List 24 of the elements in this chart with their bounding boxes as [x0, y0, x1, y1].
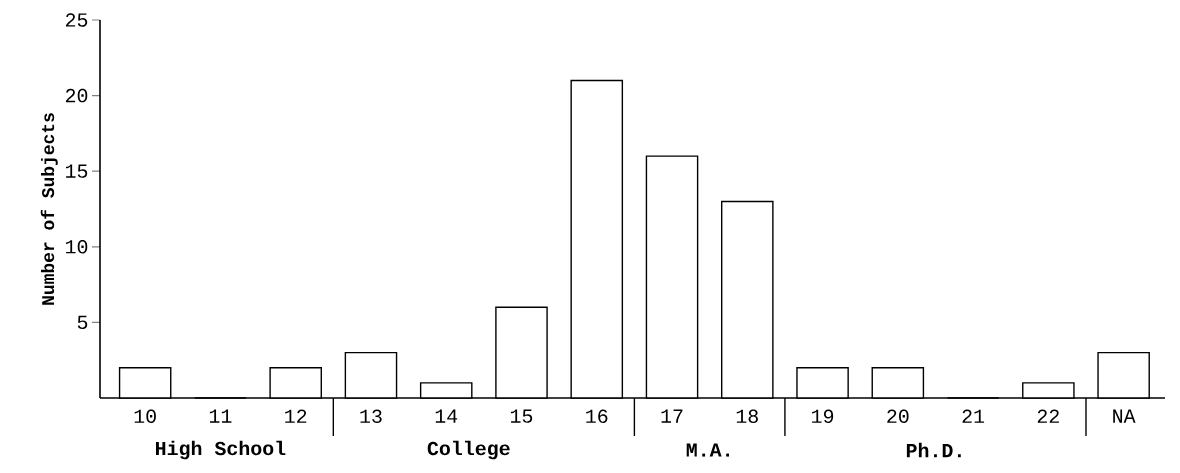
x-tick-label: 20	[887, 409, 909, 424]
text: Ph.D.	[906, 442, 961, 458]
text: M.A.	[686, 443, 729, 457]
y-tick-label: 20	[65, 88, 88, 103]
x-tick-label: 15	[510, 409, 533, 423]
x-tick-label: 11	[209, 409, 232, 423]
x-tick-label: 21	[962, 409, 985, 423]
y-axis-title: Number of Subjects	[40, 113, 58, 305]
x-tick-label: 22	[1037, 409, 1059, 423]
x-tick-label: 17	[661, 409, 683, 423]
x-tick-label: 12	[285, 409, 307, 423]
x-tick-label: 13	[360, 409, 382, 424]
x-tick-label: 19	[812, 409, 834, 424]
y-tick-label: 10	[66, 240, 88, 254]
x-tick-label: 18	[736, 409, 758, 424]
x-tick-label: 16	[586, 409, 608, 424]
y-tick-label: 15	[66, 164, 88, 178]
x-tick-label: NA	[1113, 409, 1136, 423]
text: College	[427, 440, 510, 460]
text: High School	[156, 440, 286, 460]
x-tick-label: 10	[134, 409, 156, 424]
y-tick-label: 5	[77, 315, 88, 330]
x-tick-label: 14	[435, 409, 458, 423]
y-tick-label: 25	[65, 13, 88, 27]
